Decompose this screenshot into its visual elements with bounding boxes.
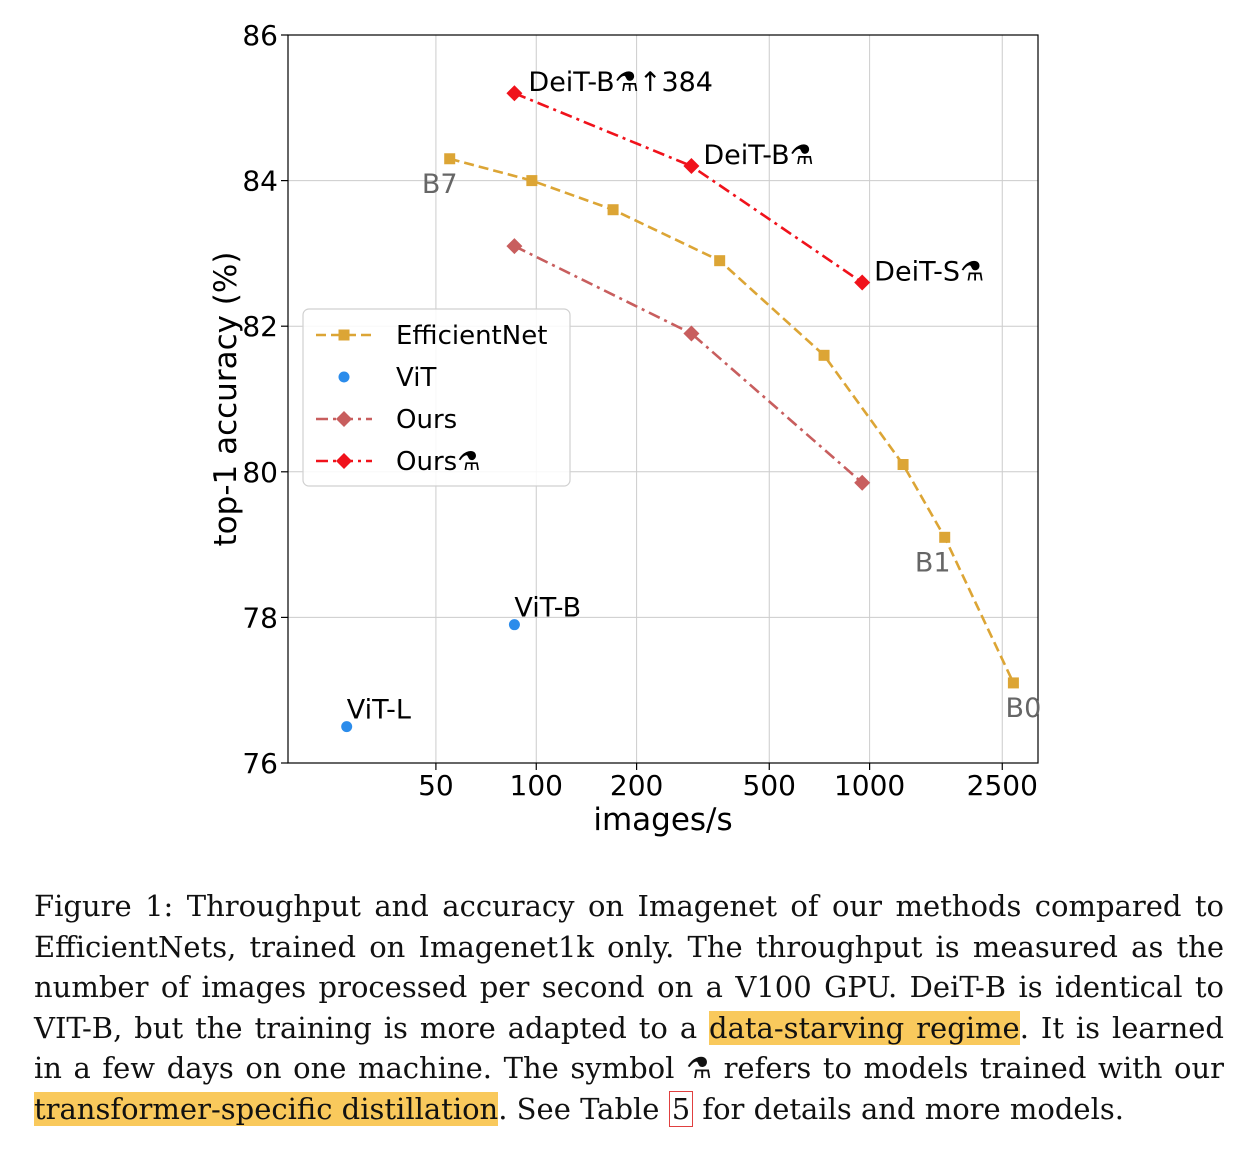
annotation-label: DeiT-S⚗ <box>874 257 984 288</box>
data-point-vit <box>508 619 520 631</box>
x-tick-label: 50 <box>418 769 454 802</box>
legend-frame <box>302 308 571 487</box>
point-annotations: DeiT-B⚗↑384 DeiT-B⚗ DeiT-S⚗ B7 B1 B0 ViT-B ViT-… <box>347 67 1042 725</box>
x-tick-label: 200 <box>610 769 663 802</box>
annotation-label: DeiT-B⚗↑384 <box>528 67 713 98</box>
caption-highlight-data-starving: data-starving regime <box>709 1010 1020 1045</box>
series-vit <box>341 619 520 733</box>
y-tick-label: 84 <box>242 165 278 198</box>
legend: EfficientNet ViT Ours Ours⚗ <box>302 308 571 487</box>
data-point-ours <box>854 474 871 491</box>
series-line-efficientnet <box>449 157 1015 684</box>
caption-highlight-distillation: transformer-specific distillation <box>34 1091 499 1126</box>
legend-marker-efficientnet <box>338 329 350 341</box>
caption-text-2: . It is learned in a few days on one mac… <box>34 1010 1224 1086</box>
x-axis-label: images/s <box>593 802 732 838</box>
data-point-efficientnet <box>897 459 909 471</box>
legend-marker-ours <box>336 453 352 469</box>
axis-ticks: 50 100 200 500 1000 2500 76 78 80 82 84 86 <box>242 19 1038 802</box>
legend-label-ours: Ours <box>396 405 457 435</box>
series-line-ours <box>513 92 863 284</box>
data-point-efficientnet <box>714 255 726 267</box>
legend-label-vit: ViT <box>396 363 436 393</box>
data-point-ours <box>683 158 700 175</box>
series-ours <box>506 85 871 291</box>
legend-label-ours: Ours⚗ <box>396 447 481 477</box>
data-point-ours <box>506 85 523 102</box>
y-tick-label: 78 <box>242 601 278 634</box>
legend-marker-vit <box>338 371 350 383</box>
series-ours <box>506 238 871 491</box>
annotation-label: B0 <box>1006 693 1042 724</box>
y-tick-label: 76 <box>242 747 278 780</box>
y-axis-label: top-1 accuracy (%) <box>208 252 244 547</box>
y-tick-label: 86 <box>242 19 278 52</box>
data-point-efficientnet <box>444 153 456 165</box>
caption-text-3: . See Table <box>498 1091 669 1126</box>
data-point-efficientnet <box>526 175 538 187</box>
data-point-ours <box>854 274 871 291</box>
legend-label-efficientnet: EfficientNet <box>396 321 547 351</box>
y-tick-label: 80 <box>242 456 278 489</box>
annotation-label: ViT-B <box>514 593 581 624</box>
annotation-label: B1 <box>915 547 951 578</box>
x-tick-label: 1000 <box>834 769 905 802</box>
caption-text-1: Figure 1: Throughput and accuracy on Ima… <box>34 889 1224 1045</box>
plot-area-frame <box>287 34 1039 764</box>
data-point-efficientnet <box>1007 677 1019 689</box>
data-point-efficientnet <box>607 204 619 216</box>
data-point-efficientnet <box>818 349 830 361</box>
series-efficientnet <box>444 153 1019 689</box>
data-point-ours <box>506 238 523 255</box>
throughput-accuracy-chart: 50 100 200 500 1000 2500 76 78 80 82 84 86 DeiT-B⚗↑… <box>208 19 1042 838</box>
annotation-label: B7 <box>422 169 458 200</box>
caption-text-4: for details and more models. <box>693 1091 1124 1126</box>
x-tick-label: 2500 <box>967 769 1038 802</box>
x-tick-label: 100 <box>510 769 563 802</box>
y-tick-label: 82 <box>242 310 278 343</box>
data-series <box>341 85 1019 733</box>
x-tick-label: 500 <box>743 769 796 802</box>
data-point-ours <box>683 325 700 342</box>
figure-caption: Figure 1: Throughput and accuracy on Ima… <box>34 886 1224 1129</box>
data-point-efficientnet <box>939 531 951 543</box>
table-reference-link[interactable]: 5 <box>668 1090 694 1127</box>
data-point-vit <box>341 721 353 733</box>
legend-marker-ours <box>336 411 352 427</box>
annotation-label: ViT-L <box>347 695 411 726</box>
annotation-label: DeiT-B⚗ <box>703 140 813 171</box>
